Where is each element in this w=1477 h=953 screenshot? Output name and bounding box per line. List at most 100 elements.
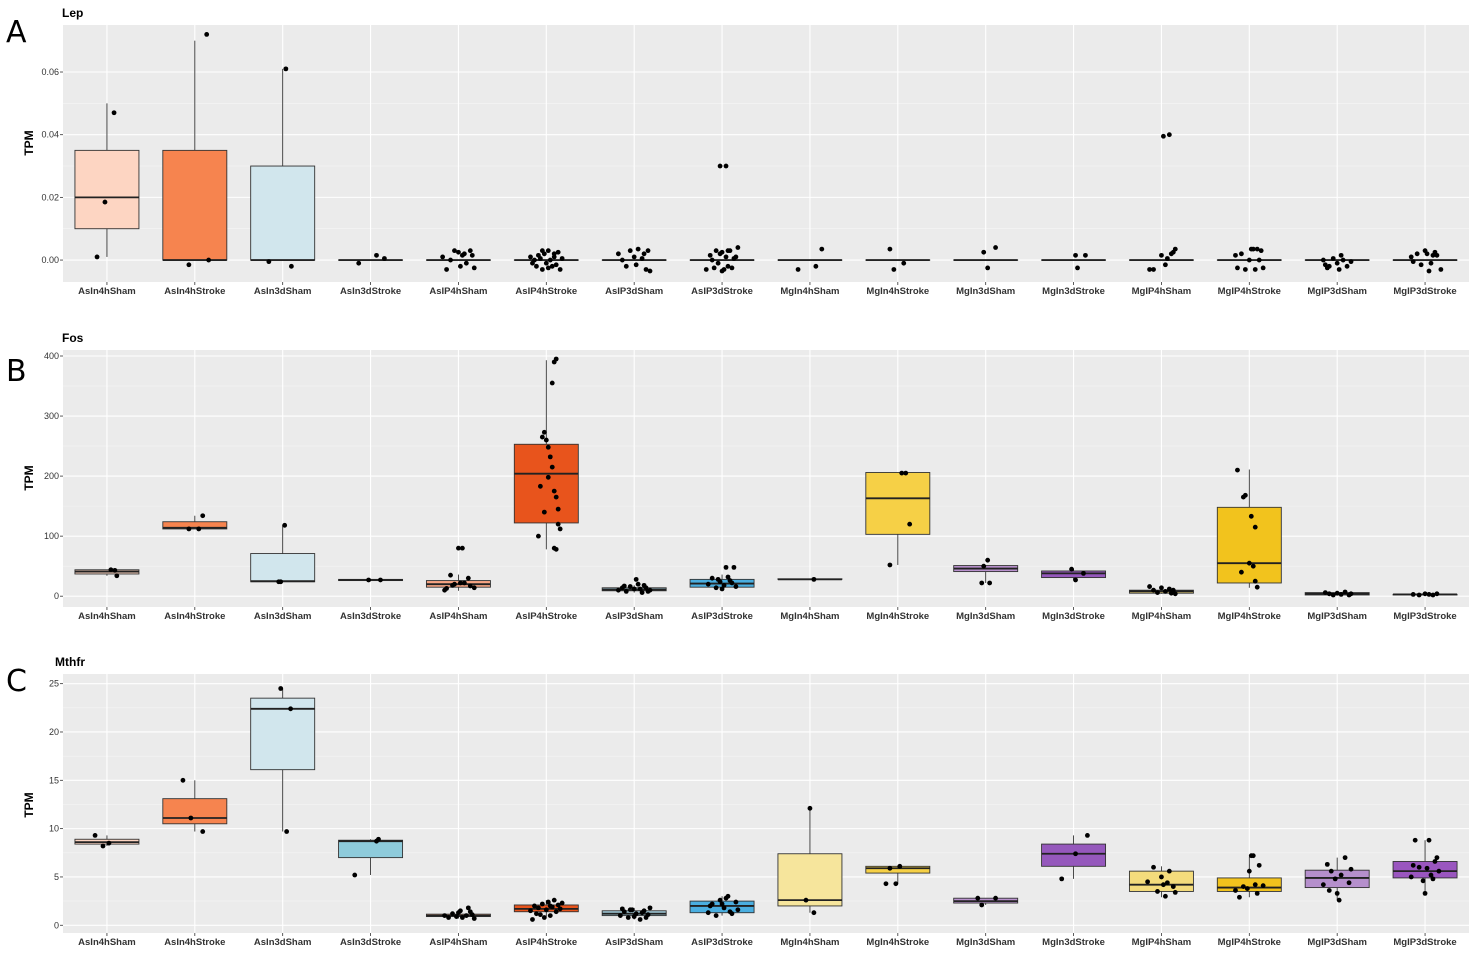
data-point	[553, 909, 559, 915]
data-point	[639, 910, 645, 916]
data-point	[1081, 570, 1086, 576]
data-point	[106, 840, 112, 846]
data-point	[1256, 257, 1262, 263]
data-point	[891, 267, 897, 272]
data-point	[633, 576, 639, 582]
data-point	[454, 914, 459, 919]
data-point	[534, 911, 539, 917]
data-point	[1147, 267, 1152, 272]
data-point	[541, 915, 547, 920]
data-point	[1248, 246, 1254, 252]
data-point	[288, 263, 294, 269]
x-tick-label: MgIn3dStroke	[1042, 937, 1105, 948]
data-point	[543, 907, 549, 913]
data-point	[186, 262, 192, 268]
data-point	[1147, 584, 1152, 589]
box	[1041, 570, 1107, 579]
data-point	[1250, 853, 1256, 859]
data-point	[1410, 259, 1416, 265]
data-point	[196, 526, 202, 532]
data-point	[1340, 257, 1346, 263]
y-tick-label: 300	[44, 411, 59, 421]
x-tick-label: AsIn4hStroke	[164, 611, 225, 622]
boxplot-AsIn4hStroke	[162, 515, 228, 530]
data-point	[1344, 263, 1350, 269]
data-point	[637, 917, 643, 922]
data-point	[382, 256, 387, 261]
data-point	[1418, 262, 1424, 268]
data-point	[1073, 577, 1078, 583]
data-point	[1328, 868, 1334, 874]
data-point	[1254, 584, 1260, 590]
data-point	[725, 574, 731, 580]
data-point	[366, 577, 371, 583]
x-tick-label: AsIP4hSham	[429, 611, 487, 622]
y-tick-label: 20	[49, 727, 59, 737]
data-point	[557, 267, 563, 272]
data-point	[467, 248, 473, 254]
data-point	[551, 488, 557, 494]
data-point	[1159, 252, 1164, 258]
data-point	[1235, 467, 1240, 473]
data-point	[1326, 591, 1332, 597]
y-tick-label: 200	[44, 471, 59, 481]
y-tick-label: 15	[49, 775, 59, 785]
data-point	[532, 903, 537, 909]
data-point	[1170, 884, 1176, 890]
data-point	[284, 829, 290, 834]
data-point	[534, 263, 539, 269]
data-point	[1414, 251, 1420, 257]
boxplot-AsIn3dStroke	[338, 839, 404, 876]
data-point	[1426, 591, 1432, 597]
data-point	[180, 777, 186, 783]
x-tick-label: MgIn4hSham	[780, 286, 839, 297]
x-ticks-fos: AsIn4hSham AsIn4hStroke AsIn3dSham AsIn3dSt…	[78, 607, 1457, 622]
data-point	[1172, 591, 1178, 597]
data-point	[1424, 251, 1430, 257]
y-axis-title-mthfr: TPM	[22, 792, 36, 817]
x-ticks-mthfr: AsIn4hSham AsIn4hStroke AsIn3dSham AsIn3dSt…	[78, 933, 1457, 948]
data-point	[713, 248, 719, 254]
x-tick-label: MgIn3dSham	[956, 611, 1015, 622]
data-point	[108, 567, 114, 573]
data-point	[721, 905, 727, 911]
x-tick-label: MgIn4hStroke	[866, 937, 929, 948]
data-point	[1237, 894, 1242, 900]
x-tick-label: MgIP4hStroke	[1218, 286, 1281, 297]
data-point	[547, 454, 553, 460]
data-point	[1073, 252, 1078, 258]
x-tick-label: AsIP3dStroke	[691, 286, 753, 297]
data-point	[887, 246, 893, 252]
x-tick-label: MgIP3dStroke	[1393, 286, 1456, 297]
data-point	[717, 251, 723, 257]
x-tick-label: AsIP3dSham	[605, 937, 663, 948]
data-point	[539, 901, 545, 907]
data-point	[1342, 589, 1348, 595]
data-point	[1252, 578, 1258, 584]
boxplot-AsIn3dSham	[250, 68, 316, 261]
data-point	[1083, 252, 1088, 258]
data-point	[206, 257, 212, 263]
data-point	[987, 580, 993, 586]
data-point	[528, 908, 533, 914]
data-point	[715, 576, 721, 582]
data-point	[635, 581, 641, 587]
data-point	[463, 913, 469, 919]
data-point	[444, 585, 449, 591]
x-tick-label: AsIn3dStroke	[340, 286, 401, 297]
data-point	[549, 380, 555, 386]
data-point	[1408, 874, 1414, 880]
data-point	[555, 249, 561, 255]
data-point	[1422, 591, 1428, 597]
data-point	[543, 437, 549, 443]
chart-title-fos: Fos	[62, 331, 84, 345]
data-point	[1254, 246, 1260, 252]
data-point	[1233, 888, 1238, 893]
data-point	[200, 513, 206, 519]
x-tick-label: MgIP4hStroke	[1218, 937, 1281, 948]
data-point	[1075, 265, 1080, 271]
x-tick-label: MgIP3dSham	[1307, 611, 1367, 622]
data-point	[1422, 890, 1428, 896]
data-point	[729, 265, 735, 271]
